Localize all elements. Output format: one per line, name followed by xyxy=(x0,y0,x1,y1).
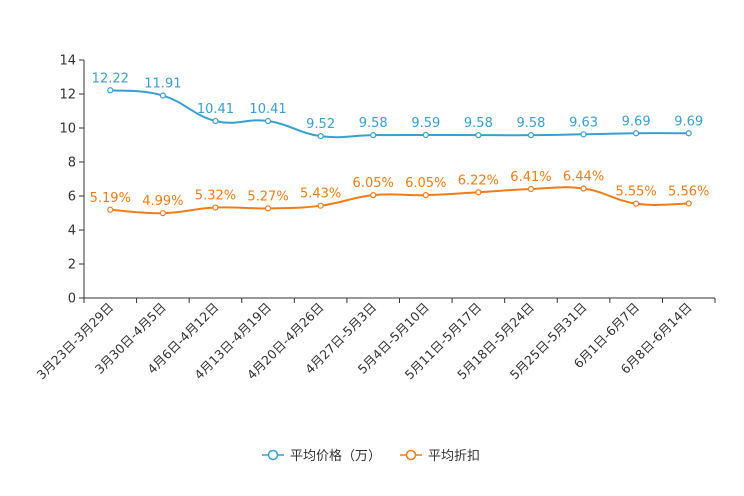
data-label: 9.59 xyxy=(411,116,440,131)
data-point[interactable] xyxy=(264,205,272,212)
data-point[interactable] xyxy=(370,132,377,139)
data-label: 9.58 xyxy=(464,116,493,131)
data-point[interactable] xyxy=(317,202,324,209)
data-point[interactable] xyxy=(317,133,324,140)
data-point[interactable] xyxy=(685,200,692,207)
data-label: 5.56% xyxy=(668,184,709,199)
series-line xyxy=(110,89,689,139)
legend-label: 平均价格（万） xyxy=(290,448,381,464)
y-tick-label: 10 xyxy=(59,122,76,137)
legend-item-average-discount[interactable]: 平均折扣 xyxy=(400,449,480,464)
legend-circle-marker xyxy=(267,449,279,461)
data-label: 9.69 xyxy=(674,114,703,129)
data-point[interactable] xyxy=(580,131,587,138)
data-point[interactable] xyxy=(159,210,166,217)
data-label: 5.43% xyxy=(300,187,341,202)
data-label: 5.19% xyxy=(90,191,131,206)
data-label: 5.32% xyxy=(195,189,236,204)
data-point[interactable] xyxy=(264,117,272,125)
legend-label: 平均折扣 xyxy=(428,449,480,464)
data-point[interactable] xyxy=(527,132,535,139)
y-tick-label: 6 xyxy=(68,190,76,205)
y-tick-label: 8 xyxy=(68,156,76,171)
data-point[interactable] xyxy=(107,87,114,94)
data-point[interactable] xyxy=(685,130,692,137)
data-label: 10.41 xyxy=(197,102,234,117)
data-point[interactable] xyxy=(580,185,587,192)
data-label: 9.58 xyxy=(516,116,545,131)
data-label: 6.41% xyxy=(510,170,551,185)
data-point[interactable] xyxy=(475,189,482,196)
legend[interactable]: 平均价格（万） 平均折扣 xyxy=(262,448,480,464)
data-label: 10.41 xyxy=(249,102,286,117)
data-label: 6.05% xyxy=(405,176,446,191)
data-point[interactable] xyxy=(212,204,219,211)
series-average-price: 12.22 11.91 10.41 10.41 9.52 9.58 9.59 9.58 9.58… xyxy=(92,71,703,140)
data-point[interactable] xyxy=(475,132,482,139)
data-label: 11.91 xyxy=(144,77,181,92)
data-point[interactable] xyxy=(527,185,535,193)
data-label: 6.22% xyxy=(458,173,499,188)
y-tick-label: 4 xyxy=(68,224,76,239)
data-label: 6.44% xyxy=(563,170,604,185)
y-tick-label: 2 xyxy=(68,258,76,273)
series-layer: 12.22 11.91 10.41 10.41 9.52 9.58 9.59 9.58 9.58… xyxy=(90,71,709,217)
data-label: 4.99% xyxy=(142,194,183,209)
data-point[interactable] xyxy=(370,192,377,199)
data-label: 9.52 xyxy=(306,117,335,132)
legend-circle-marker xyxy=(405,449,417,461)
series-average-discount: 5.19% 4.99% 5.32% 5.27% 5.43% 6.05% 6.05% 6.22%… xyxy=(90,170,709,217)
data-point[interactable] xyxy=(422,192,429,199)
data-point[interactable] xyxy=(422,131,429,139)
data-label: 9.69 xyxy=(622,114,651,129)
data-label: 6.05% xyxy=(353,176,394,191)
data-point[interactable] xyxy=(107,206,114,213)
data-point[interactable] xyxy=(633,130,640,137)
data-label: 9.58 xyxy=(359,116,388,131)
data-label: 5.27% xyxy=(247,189,288,204)
data-label: 12.22 xyxy=(92,71,129,86)
axes: 024681012143月23日-3月29日3月30日-4月5日4月6日-4月1… xyxy=(34,54,716,382)
series-line xyxy=(110,186,689,215)
data-point[interactable] xyxy=(212,117,219,125)
legend-item-average-price[interactable]: 平均价格（万） xyxy=(262,448,381,464)
data-point[interactable] xyxy=(159,92,166,99)
data-label: 5.55% xyxy=(615,185,656,200)
y-tick-label: 0 xyxy=(68,292,76,307)
data-point[interactable] xyxy=(633,200,640,207)
y-tick-label: 12 xyxy=(59,88,76,103)
y-tick-label: 14 xyxy=(59,54,76,69)
data-label: 9.63 xyxy=(569,115,598,130)
